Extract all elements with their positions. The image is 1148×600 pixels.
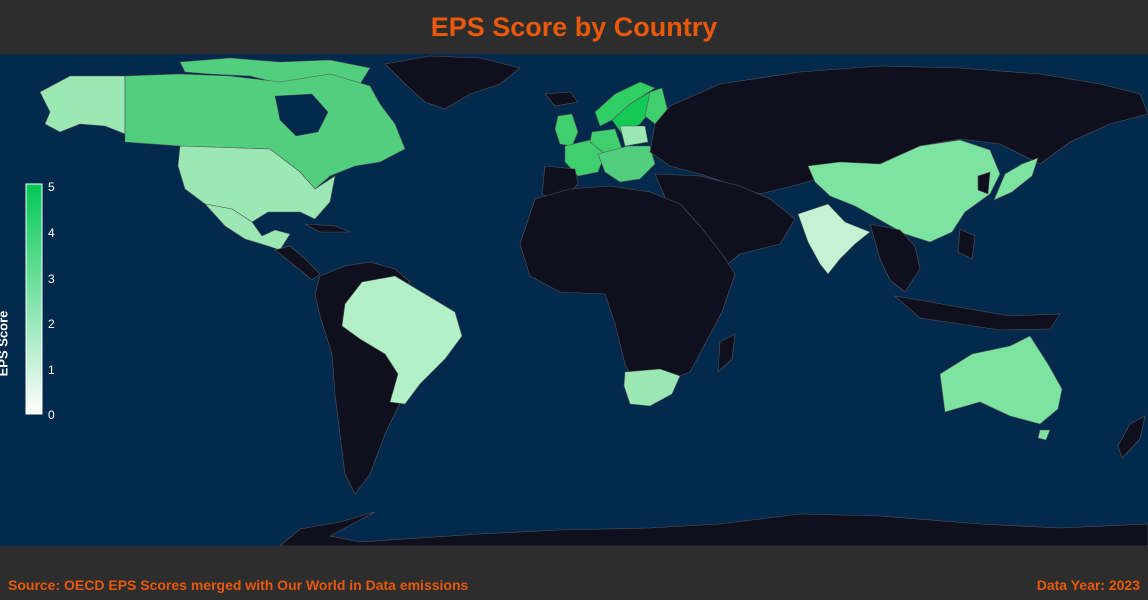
antarctica[interactable]: [279, 511, 1148, 546]
country-france[interactable]: [564, 139, 606, 177]
country-philippines[interactable]: [957, 228, 976, 260]
legend-tick-3: 3: [48, 272, 55, 286]
country-australia[interactable]: [939, 335, 1063, 425]
country-tasmania[interactable]: [1037, 429, 1051, 441]
country-iceland[interactable]: [544, 91, 579, 107]
country-central-america[interactable]: [274, 245, 321, 281]
country-china[interactable]: [807, 139, 1001, 243]
map-area[interactable]: EPS Score 5 4 3 2 1 0: [0, 54, 1148, 546]
world-map[interactable]: [0, 54, 1148, 546]
legend-tick-5: 5: [48, 180, 55, 194]
country-greenland[interactable]: [384, 55, 521, 110]
country-new-zealand[interactable]: [1117, 415, 1146, 459]
country-poland[interactable]: [619, 125, 649, 147]
legend-title: EPS Score: [0, 310, 11, 377]
country-madagascar[interactable]: [717, 333, 736, 373]
country-brazil[interactable]: [341, 275, 463, 405]
source-note: Source: OECD EPS Scores merged with Our …: [8, 577, 469, 593]
country-united-states[interactable]: [177, 145, 336, 223]
map-title: EPS Score by Country: [430, 11, 718, 42]
country-india[interactable]: [797, 203, 871, 275]
country-cuba[interactable]: [304, 223, 351, 233]
legend-tick-0: 0: [48, 408, 55, 422]
country-korea[interactable]: [977, 171, 991, 195]
country-alaska[interactable]: [39, 75, 126, 135]
legend-tick-2: 2: [48, 317, 55, 331]
country-indonesia[interactable]: [894, 295, 1061, 331]
hudson-bay: [274, 93, 329, 137]
country-mexico[interactable]: [204, 203, 291, 251]
country-southeast-asia[interactable]: [869, 223, 921, 293]
country-south-africa[interactable]: [623, 368, 681, 407]
legend-colorbar: [25, 183, 43, 415]
legend-tick-4: 4: [48, 226, 55, 240]
data-year-label: Data Year: 2023: [1036, 577, 1140, 593]
country-norway[interactable]: [594, 81, 656, 127]
header-bar: EPS Score by Country: [0, 0, 1148, 54]
country-japan[interactable]: [993, 157, 1039, 201]
legend-tick-1: 1: [48, 363, 55, 377]
country-central-europe[interactable]: [597, 145, 656, 183]
country-africa[interactable]: [519, 185, 736, 395]
footer-bar: Source: OECD EPS Scores merged with Our …: [0, 546, 1148, 600]
